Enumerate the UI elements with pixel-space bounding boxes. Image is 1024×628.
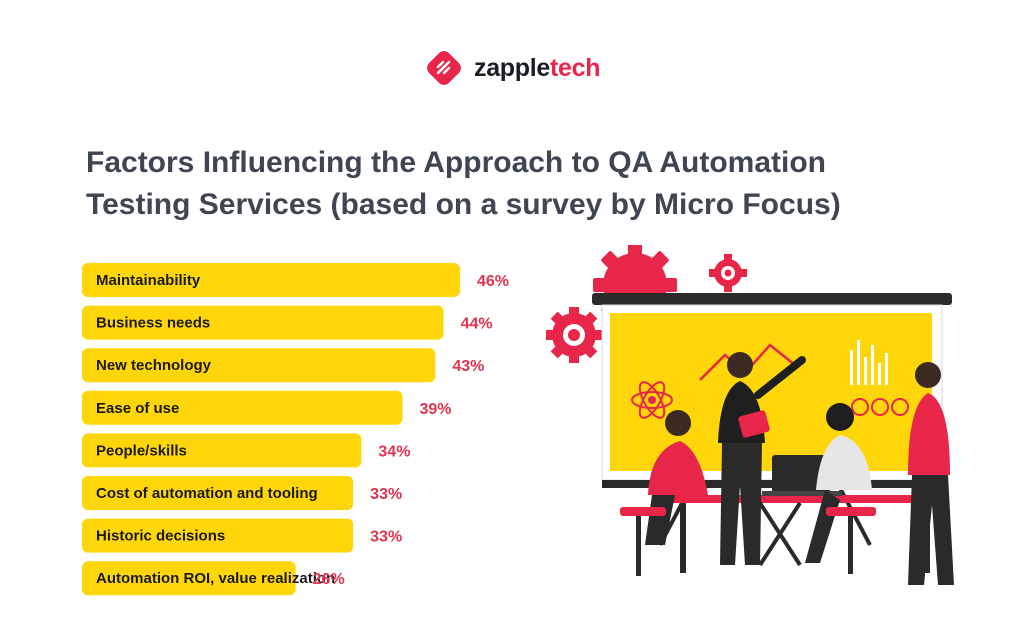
bar-value-5: 33%	[370, 486, 402, 503]
bar-value-3: 39%	[419, 401, 451, 418]
page-title: Factors Influencing the Approach to QA A…	[86, 146, 841, 221]
team-presentation-illustration	[546, 245, 954, 585]
bar-value-1: 44%	[461, 316, 493, 333]
zappletech-logo-icon	[427, 51, 461, 85]
small-gear-icon	[709, 254, 747, 292]
bar-0	[82, 263, 460, 297]
bar-4	[82, 433, 362, 468]
brand-name-part1: zapple	[474, 53, 550, 82]
bar-label-2: New technology	[96, 357, 212, 374]
brand-name-part2: tech	[550, 53, 601, 82]
bar-value-4: 34%	[378, 443, 410, 460]
side-gear-icon	[546, 307, 602, 363]
bar-5	[82, 476, 354, 510]
bar-label-4: People/skills	[96, 442, 187, 459]
bar-label-0: Maintainability	[96, 272, 201, 289]
bar-value-7: 26%	[313, 571, 345, 588]
bar-chart: Maintainability 46% Business needs 44% New t…	[82, 263, 509, 596]
bar-label-5: Cost of automation and tooling	[96, 485, 318, 502]
bar-label-3: Ease of use	[96, 400, 179, 417]
brand-name: zappletech	[474, 53, 601, 83]
bar-value-6: 33%	[370, 529, 402, 546]
bar-label-6: Historic decisions	[96, 528, 225, 545]
bar-2	[82, 348, 436, 383]
bar-label-1: Business needs	[96, 315, 210, 332]
bar-1	[82, 305, 444, 340]
bar-value-0: 46%	[477, 273, 509, 290]
brand-logo: zappletech	[424, 48, 601, 88]
bar-label-7: Automation ROI, value realization	[96, 570, 335, 587]
bar-7	[82, 561, 296, 596]
bar-6	[82, 518, 354, 553]
atom-icon	[631, 381, 673, 419]
bar-value-2: 43%	[452, 358, 484, 375]
bar-3	[82, 390, 403, 425]
